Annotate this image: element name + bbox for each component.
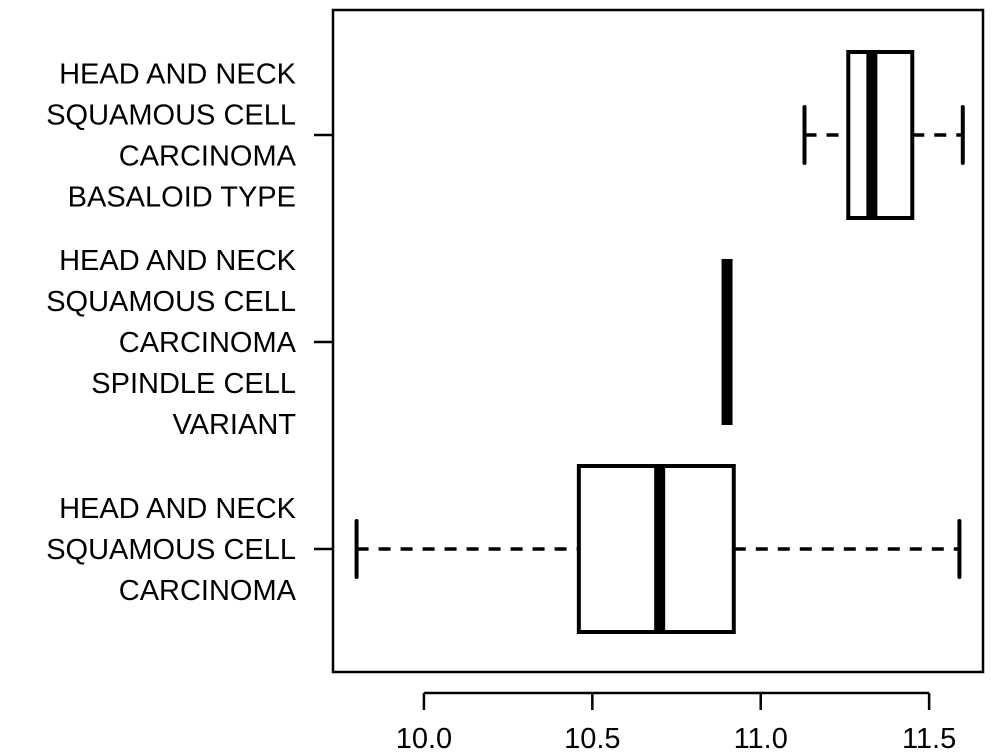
box-group: [354, 464, 962, 634]
category-label: HEAD AND NECK SQUAMOUS CELL CARCINOMA SPIND…: [46, 245, 296, 441]
x-axis: 10.0 10.5 11.0 11.5: [396, 691, 956, 753]
category-label: HEAD AND NECK SQUAMOUS CELL CARCINOMA: [46, 493, 296, 607]
x-tick-label: 10.0: [396, 723, 452, 753]
category-label-line: CARCINOMA: [119, 141, 297, 173]
category-label-line: SQUAMOUS CELL: [46, 100, 296, 132]
x-tick-label: 11.5: [902, 723, 956, 753]
category-label-line: HEAD AND NECK: [59, 245, 297, 277]
category-label: HEAD AND NECK SQUAMOUS CELL CARCINOMA BASAL…: [46, 59, 296, 214]
category-label-line: HEAD AND NECK: [59, 493, 297, 525]
y-axis: HEAD AND NECK SQUAMOUS CELL CARCINOMAHEAD …: [46, 59, 333, 607]
category-label-line: HEAD AND NECK: [59, 59, 297, 91]
category-label-line: BASALOID TYPE: [68, 182, 296, 214]
box-group: [802, 50, 965, 220]
category-label-line: CARCINOMA: [119, 575, 297, 607]
category-label-line: VARIANT: [172, 409, 296, 441]
box-iqr: [846, 50, 915, 220]
x-tick-label: 11.0: [734, 723, 788, 753]
category-label-line: SQUAMOUS CELL: [46, 534, 296, 566]
category-label-line: SPINDLE CELL: [91, 368, 296, 400]
boxes-layer: [354, 50, 965, 634]
category-label-line: SQUAMOUS CELL: [46, 286, 296, 318]
category-label-line: CARCINOMA: [119, 327, 297, 359]
x-tick-label: 10.5: [564, 723, 620, 753]
